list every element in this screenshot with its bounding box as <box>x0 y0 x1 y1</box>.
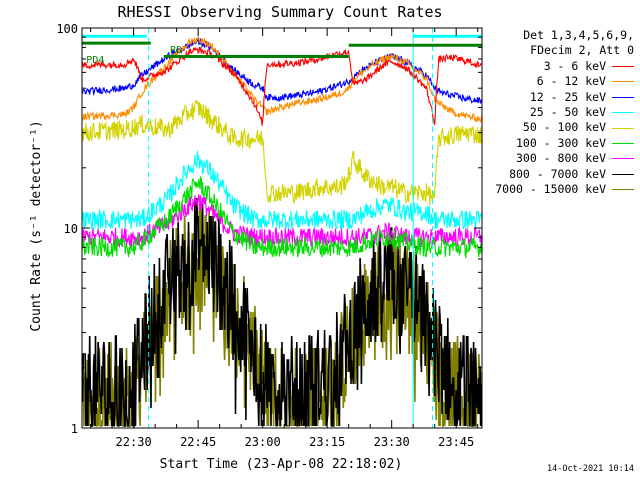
axes: 1 10 100 22:30 22:45 23:00 23:15 23:30 23:45 <box>56 22 483 449</box>
legend-label: 7000 - 15000 keV <box>495 182 606 197</box>
legend-item: 7000 - 15000 keV <box>464 182 634 197</box>
legend-item: 25 - 50 keV <box>464 105 634 120</box>
x-axis-label: Start Time (23-Apr-08 22:18:02) <box>160 457 403 472</box>
x-tick-label: 23:30 <box>374 435 410 449</box>
y-axis-label: Count Rate (s⁻¹ detector⁻¹) <box>29 120 44 331</box>
legend-item: 300 - 800 keV <box>464 151 634 166</box>
series-3-6-kev-line <box>82 46 482 126</box>
legend-swatch <box>612 173 634 175</box>
annotation-1: PD4 <box>86 55 104 66</box>
x-tick-label: 22:45 <box>180 435 216 449</box>
series-50-100-kev-line <box>82 99 482 206</box>
legend-swatch <box>612 81 634 83</box>
legend-swatch <box>612 66 634 68</box>
legend-label: 12 - 25 keV <box>529 89 606 104</box>
legend-item: 3 - 6 keV <box>464 59 634 74</box>
y-tick-label: 1 <box>71 422 78 436</box>
legend-swatch <box>612 143 634 145</box>
x-tick-label: 23:15 <box>309 435 345 449</box>
legend-label: 3 - 6 keV <box>543 58 606 73</box>
legend-swatch <box>612 112 634 114</box>
legend-swatch <box>612 189 634 191</box>
legend-label: 50 - 100 keV <box>522 120 606 135</box>
legend-item: 50 - 100 keV <box>464 120 634 135</box>
x-tick-label: 22:30 <box>116 435 152 449</box>
plot-area: RD PD4 <box>82 28 482 428</box>
legend-label: 6 - 12 keV <box>536 74 606 89</box>
chart-title: RHESSI Observing Summary Count Rates <box>117 3 442 21</box>
legend-label: 25 - 50 keV <box>529 105 606 120</box>
series-12-25-kev-line <box>82 37 482 104</box>
legend-swatch <box>612 96 634 98</box>
y-tick-label: 10 <box>64 222 78 236</box>
y-tick-label: 100 <box>56 22 78 36</box>
legend-label: 300 - 800 keV <box>515 151 606 166</box>
legend-swatch <box>612 158 634 160</box>
legend-item: 12 - 25 keV <box>464 90 634 105</box>
legend-label: 800 - 7000 keV <box>509 166 606 181</box>
legend-swatch <box>612 127 634 129</box>
legend: Det 1,3,4,5,6,9, FDecim 2, Att 0 3 - 6 k… <box>464 28 634 197</box>
annotation-0: RD <box>170 45 182 56</box>
legend-item: 800 - 7000 keV <box>464 167 634 182</box>
series-100-300-kev-line <box>82 176 482 259</box>
x-tick-label: 23:45 <box>438 435 474 449</box>
x-tick-label: 23:00 <box>245 435 281 449</box>
legend-item: 100 - 300 keV <box>464 136 634 151</box>
legend-header-line-2: FDecim 2, Att 0 <box>530 43 634 58</box>
legend-header-line-1: Det 1,3,4,5,6,9, <box>523 28 634 42</box>
legend-item: 6 - 12 keV <box>464 74 634 89</box>
legend-label: 100 - 300 keV <box>515 135 606 150</box>
timestamp: 14-Oct-2021 10:14 <box>547 464 634 474</box>
